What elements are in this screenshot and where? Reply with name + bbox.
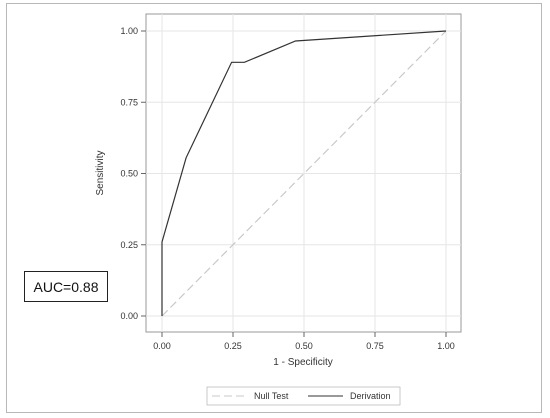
series-layer (161, 30, 447, 317)
legend: Null Test Derivation (206, 386, 401, 406)
auc-annotation: AUC=0.88 (24, 271, 108, 302)
x-tick-label: 1.00 (437, 341, 455, 351)
ticks: 0.00 0.25 0.50 0.75 1.00 0.00 0.25 0.50 0.75 1.00 (120, 26, 454, 351)
series-derivation-line (161, 30, 447, 316)
y-tick-label: 0.75 (120, 97, 138, 107)
y-tick-label: 0.50 (120, 169, 138, 179)
x-tick-label: 0.25 (224, 341, 242, 351)
x-tick-label: 0.00 (153, 341, 171, 351)
y-tick-label: 1.00 (120, 26, 138, 36)
legend-derivation-label: Derivation (350, 391, 391, 401)
y-axis-title: Sensitivity (95, 150, 106, 195)
x-tick-label: 0.50 (295, 341, 313, 351)
x-axis-title: 1 - Specificity (273, 357, 332, 368)
y-tick-label: 0.25 (120, 240, 138, 250)
series-null-test-line (161, 30, 447, 317)
y-tick-label: 0.00 (120, 311, 138, 321)
x-tick-label: 0.75 (366, 341, 384, 351)
legend-null-test-label: Null Test (254, 391, 289, 401)
legend-box (206, 386, 401, 406)
grid (146, 14, 461, 332)
